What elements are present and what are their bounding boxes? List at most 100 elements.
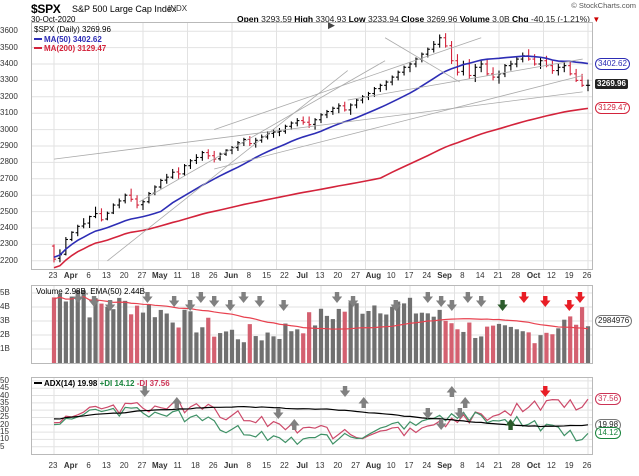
ohlc-bar	[212, 150, 217, 163]
annotation-arrow-down	[331, 292, 343, 303]
ohlc-bar	[401, 65, 407, 76]
volume-bar	[520, 331, 525, 363]
volume-bar	[111, 309, 116, 363]
x-tick-bottom: 17	[404, 461, 414, 470]
trendline	[384, 37, 461, 83]
volume-bar	[579, 307, 585, 363]
volume-y-tick: 3B	[0, 316, 10, 325]
ohlc-bar	[117, 198, 122, 209]
ohlc-bar	[87, 215, 92, 228]
x-tick-top: 8	[460, 271, 465, 280]
volume-bar	[413, 313, 419, 363]
mouse-cursor-icon: ▶	[328, 20, 335, 30]
annotation-arrow-down	[462, 292, 474, 303]
x-tick-bottom: 21	[493, 461, 503, 470]
volume-ema-line	[53, 296, 589, 330]
x-tick-top: 8	[246, 271, 252, 280]
x-tick-bottom: Aug	[365, 461, 382, 470]
annotation-arrow-up	[358, 397, 369, 408]
x-tick-top: 26	[208, 271, 218, 280]
pdi-line	[53, 406, 589, 446]
ohlc-bar	[229, 146, 235, 155]
price-y-tick: 2900	[0, 141, 18, 150]
volume-bar	[182, 309, 187, 363]
trendline	[53, 91, 583, 160]
ohlc-bar	[93, 206, 98, 219]
x-tick-bottom: 8	[246, 461, 252, 470]
volume-bar	[425, 313, 430, 363]
x-tick-top: Sep	[437, 271, 452, 280]
x-tick-top: 18	[190, 271, 200, 280]
adx-legend: ADX(14) 19.98 +DI 14.12 -DI 37.56	[34, 379, 170, 389]
volume-bar	[105, 306, 110, 363]
volume-y-tick: 2B	[0, 330, 10, 339]
ohlc-bar	[556, 64, 561, 76]
annotation-arrow-down	[540, 386, 551, 397]
volume-bar	[502, 325, 508, 363]
volume-bar	[259, 340, 264, 363]
adx-y-tick: 30	[0, 405, 9, 415]
adx-y-tick: 50	[0, 375, 9, 385]
volume-bar	[152, 317, 157, 363]
x-tick-top: 23	[48, 271, 58, 280]
chg-down-arrow-icon: ▼	[592, 15, 601, 24]
x-tick-top: 20	[333, 271, 343, 280]
ohlc-bar	[568, 60, 573, 76]
volume-bar	[289, 331, 294, 363]
volume-bar	[318, 308, 324, 363]
ohlc-bar	[390, 75, 395, 86]
volume-bar	[69, 296, 74, 363]
close-label: Close	[401, 14, 425, 24]
volume-bar	[200, 327, 205, 363]
ohlc-bar	[69, 231, 74, 242]
ohlc-bar	[574, 68, 579, 83]
ohlc-bar	[176, 167, 181, 179]
annotation-arrow-down	[88, 296, 100, 307]
price-y-tick: 3000	[0, 124, 18, 134]
volume-bar	[479, 336, 484, 363]
x-tick-bottom: 8	[460, 461, 465, 470]
ohlc-bar	[99, 208, 104, 222]
stockcharts-watermark: © StockCharts.com	[571, 1, 636, 10]
x-tick-top: 22	[279, 271, 289, 280]
ohlc-bar	[146, 191, 152, 204]
x-tick-top: 28	[511, 271, 521, 280]
ohlc-bar	[206, 149, 211, 160]
ohlc-bar	[455, 54, 460, 76]
ohlc-bar	[324, 109, 330, 119]
annotation-arrow-down	[446, 300, 458, 311]
annotation-arrow-down	[574, 292, 586, 303]
volume-bar	[140, 312, 146, 363]
adx-panel[interactable]	[31, 377, 593, 455]
ohlc-bar	[526, 49, 531, 61]
volume-bar	[496, 323, 502, 363]
adx-line	[53, 406, 589, 428]
annotation-arrow-down	[497, 300, 508, 311]
volume-bar	[241, 342, 246, 363]
ohlc-bar	[164, 173, 169, 184]
price-panel[interactable]	[31, 22, 593, 270]
volume-bar	[407, 297, 413, 363]
mdi-line	[53, 398, 589, 440]
ohlc-bar	[449, 41, 454, 64]
annotation-arrow-down	[273, 408, 284, 419]
ohlc-bar	[461, 60, 466, 76]
price-y-tick: 3600	[0, 26, 18, 36]
volume-value: 3.0B	[492, 14, 510, 24]
ma50-price-tag: 3402.62	[595, 57, 630, 70]
price-y-tick: 3500	[0, 42, 18, 52]
volume-bar	[158, 309, 163, 363]
volume-bar	[431, 316, 436, 363]
ohlc-bar	[295, 118, 300, 127]
annotation-arrow-down	[278, 300, 289, 311]
ohlc-bar	[585, 79, 591, 92]
volume-bar	[206, 317, 211, 363]
annotation-arrow-down	[238, 292, 249, 303]
volume-panel[interactable]	[31, 285, 593, 364]
volume-y-tick: 4B	[0, 302, 10, 311]
volume-bar	[443, 320, 448, 363]
volume-bar	[312, 325, 318, 363]
ma50-legend: MA(50) 3402.62	[44, 34, 102, 44]
volume-bar	[301, 333, 306, 363]
